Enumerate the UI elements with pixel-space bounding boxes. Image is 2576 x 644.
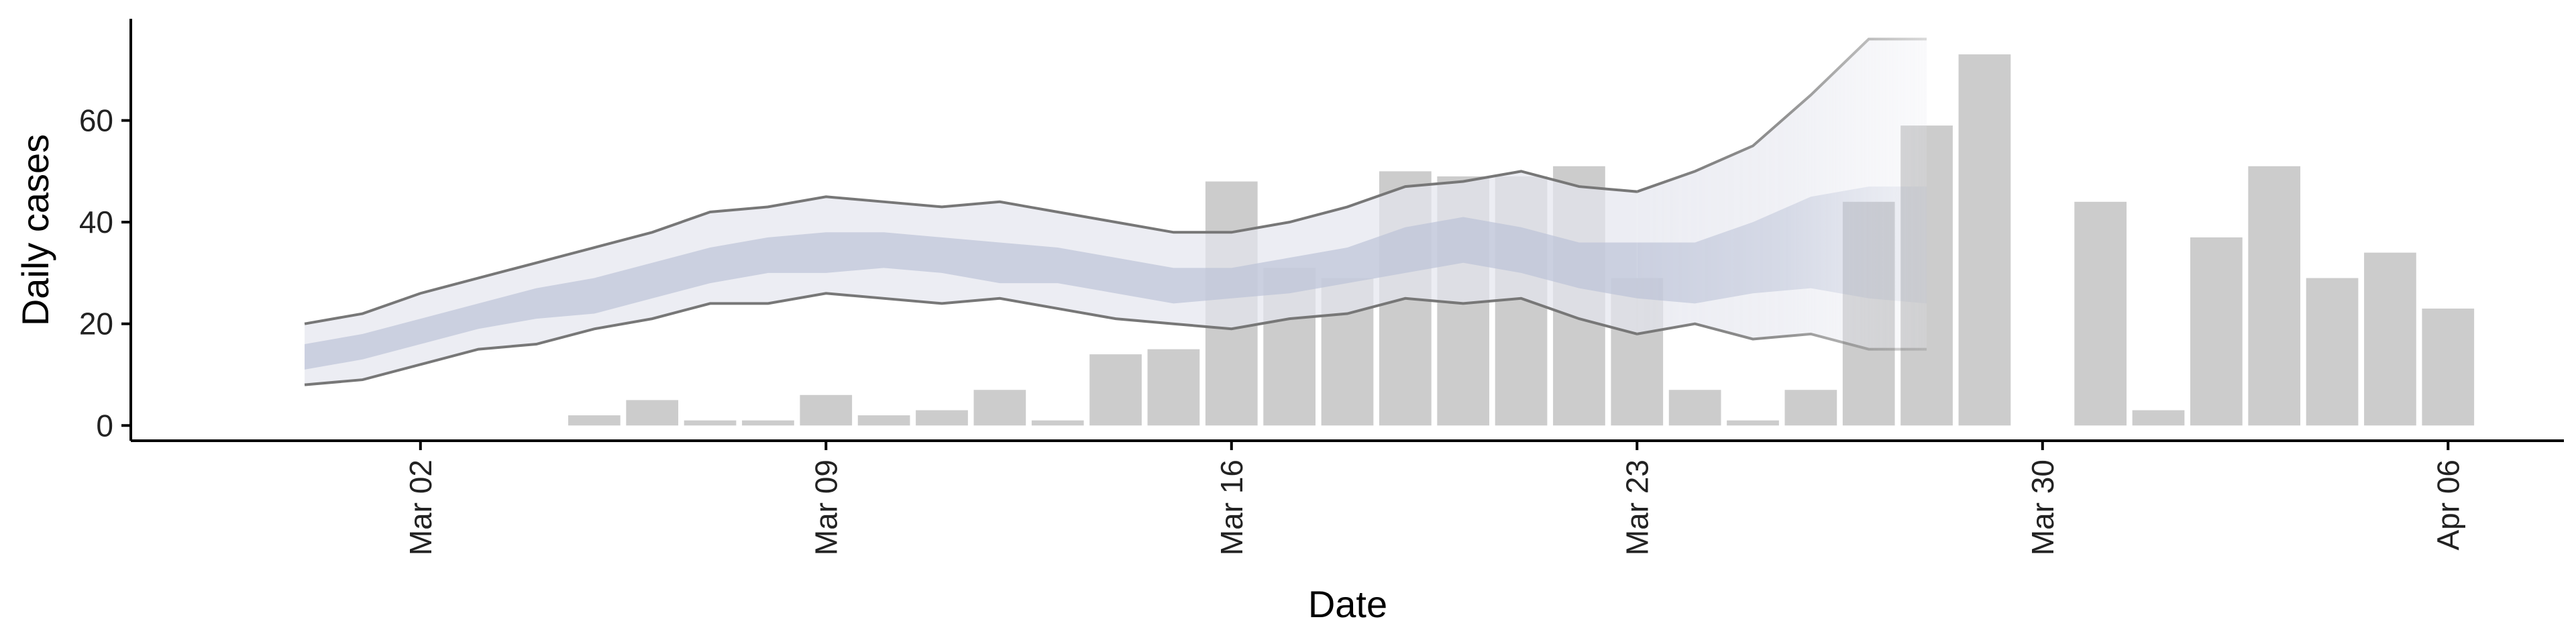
x-tick-label: Mar 09 xyxy=(808,460,843,555)
outer-band-upper-line xyxy=(304,38,1927,325)
bar-2020-03-25 xyxy=(1727,420,1779,426)
y-tick-label: 0 xyxy=(96,408,113,443)
x-tick-label: Apr 06 xyxy=(2430,460,2465,551)
bar-2020-03-11 xyxy=(916,410,968,426)
bar-2020-03-26 xyxy=(1784,390,1837,426)
bar-2020-03-29 xyxy=(1958,54,2011,426)
bar-2020-04-03 xyxy=(2248,166,2301,426)
x-axis-title: Date xyxy=(1308,583,1387,625)
bar-2020-03-10 xyxy=(857,415,910,426)
prediction-ribbon xyxy=(304,38,1927,386)
y-axis-ticks: 0 20 40 60 xyxy=(79,103,131,443)
y-axis-title: Daily cases xyxy=(14,134,56,326)
bar-2020-04-02 xyxy=(2190,237,2243,426)
bar-2020-04-04 xyxy=(2306,278,2359,426)
bar-2020-03-12 xyxy=(973,390,1026,426)
bar-2020-03-08 xyxy=(742,420,794,426)
x-axis-ticks: Mar 02 Mar 09 Mar 16 Mar 23 Mar 30 Apr 06 xyxy=(403,441,2465,555)
bar-2020-04-01 xyxy=(2132,410,2185,426)
x-tick-label: Mar 23 xyxy=(1619,460,1654,555)
outer-band-lower-line xyxy=(304,292,1927,386)
bar-2020-03-05 xyxy=(568,415,621,426)
bar-2020-03-09 xyxy=(800,394,853,426)
x-tick-label: Mar 30 xyxy=(2025,460,2060,555)
x-tick-label: Mar 16 xyxy=(1214,460,1249,555)
bar-2020-04-05 xyxy=(2364,252,2416,426)
bar-2020-03-06 xyxy=(626,400,679,426)
outer-prediction-band xyxy=(305,39,1927,385)
bar-2020-03-24 xyxy=(1668,390,1721,426)
y-tick-label: 60 xyxy=(79,103,113,138)
bar-2020-03-14 xyxy=(1089,354,1142,426)
bar-2020-03-13 xyxy=(1031,420,1084,426)
bar-2020-03-07 xyxy=(684,420,737,426)
inner-prediction-band xyxy=(305,186,1927,370)
bar-2020-04-06 xyxy=(2422,308,2475,426)
x-tick-label: Mar 02 xyxy=(403,460,438,555)
y-tick-label: 40 xyxy=(79,205,113,239)
y-tick-label: 20 xyxy=(79,307,113,341)
bar-2020-03-15 xyxy=(1147,349,1200,426)
bar-2020-03-31 xyxy=(2074,201,2127,426)
